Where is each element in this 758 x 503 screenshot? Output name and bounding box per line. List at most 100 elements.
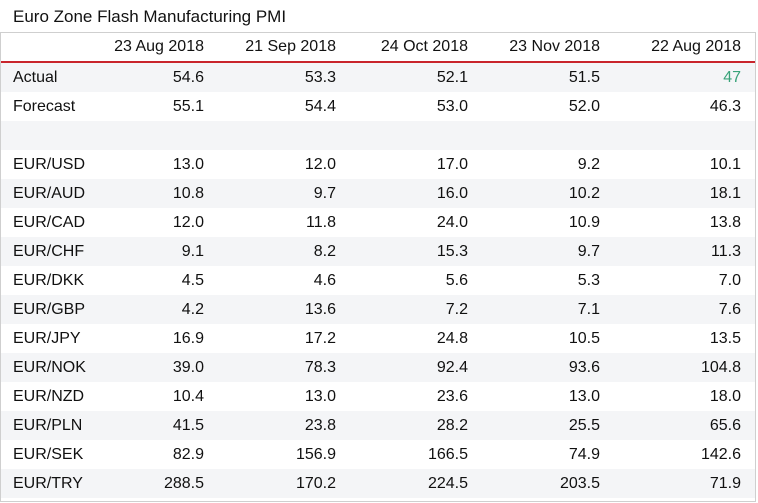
table-cell [218,121,350,150]
table-body: Actual 54.6 53.3 52.1 51.5 47 Forecast 55.1 54.4… [1,62,755,498]
table-cell: 13.0 [482,382,614,411]
spacer-row [1,121,755,150]
table-row: EUR/USD 13.0 12.0 17.0 9.2 10.1 [1,150,755,179]
table-title: Euro Zone Flash Manufacturing PMI [13,7,287,26]
table-cell [482,121,614,150]
table-cell: 52.1 [350,62,482,92]
column-header: 22 Aug 2018 [614,33,755,63]
row-label: EUR/CAD [1,208,96,237]
table-cell: 13.6 [218,295,350,324]
table-cell: 4.6 [218,266,350,295]
table-cell: 104.8 [614,353,755,382]
table-cell: 23.8 [218,411,350,440]
table-cell: 8.2 [218,237,350,266]
header-corner [1,33,96,63]
row-label [1,121,96,150]
column-header: 21 Sep 2018 [218,33,350,63]
table-row: EUR/CHF 9.1 8.2 15.3 9.7 11.3 [1,237,755,266]
pmi-table: 23 Aug 2018 21 Sep 2018 24 Oct 2018 23 N… [1,33,755,498]
table-cell: 7.0 [614,266,755,295]
table-row: Forecast 55.1 54.4 53.0 52.0 46.3 [1,92,755,121]
table-row: EUR/JPY 16.9 17.2 24.8 10.5 13.5 [1,324,755,353]
column-header: 24 Oct 2018 [350,33,482,63]
table-cell: 15.3 [350,237,482,266]
table-cell: 13.0 [218,382,350,411]
table-cell: 13.8 [614,208,755,237]
table-cell: 9.1 [96,237,218,266]
table-cell: 18.0 [614,382,755,411]
table-cell: 9.7 [482,237,614,266]
table-cell: 17.0 [350,150,482,179]
row-label: EUR/DKK [1,266,96,295]
table-cell: 10.8 [96,179,218,208]
table-cell: 13.5 [614,324,755,353]
table-cell: 12.0 [218,150,350,179]
pmi-table-container: 23 Aug 2018 21 Sep 2018 24 Oct 2018 23 N… [0,32,756,502]
table-cell: 12.0 [96,208,218,237]
table-cell: 156.9 [218,440,350,469]
table-cell: 71.9 [614,469,755,498]
table-cell: 78.3 [218,353,350,382]
table-cell: 288.5 [96,469,218,498]
table-cell: 53.0 [350,92,482,121]
table-cell: 24.0 [350,208,482,237]
table-row: EUR/TRY 288.5 170.2 224.5 203.5 71.9 [1,469,755,498]
table-row: EUR/NZD 10.4 13.0 23.6 13.0 18.0 [1,382,755,411]
row-label: EUR/JPY [1,324,96,353]
table-row: EUR/AUD 10.8 9.7 16.0 10.2 18.1 [1,179,755,208]
table-cell: 52.0 [482,92,614,121]
table-row: Actual 54.6 53.3 52.1 51.5 47 [1,62,755,92]
table-cell: 5.3 [482,266,614,295]
table-cell: 24.8 [350,324,482,353]
table-cell: 10.9 [482,208,614,237]
row-label: EUR/TRY [1,469,96,498]
table-cell: 18.1 [614,179,755,208]
table-cell: 25.5 [482,411,614,440]
table-cell: 54.4 [218,92,350,121]
table-cell [350,121,482,150]
table-cell: 82.9 [96,440,218,469]
table-cell: 9.7 [218,179,350,208]
table-cell: 23.6 [350,382,482,411]
table-cell: 170.2 [218,469,350,498]
table-cell: 47 [614,62,755,92]
table-cell: 166.5 [350,440,482,469]
table-cell: 28.2 [350,411,482,440]
row-label: EUR/USD [1,150,96,179]
table-cell: 11.8 [218,208,350,237]
table-cell: 46.3 [614,92,755,121]
table-row: EUR/DKK 4.5 4.6 5.6 5.3 7.0 [1,266,755,295]
row-label: Forecast [1,92,96,121]
table-cell: 7.6 [614,295,755,324]
table-row: EUR/CAD 12.0 11.8 24.0 10.9 13.8 [1,208,755,237]
table-cell: 224.5 [350,469,482,498]
table-cell: 16.0 [350,179,482,208]
row-label: EUR/PLN [1,411,96,440]
table-cell: 16.9 [96,324,218,353]
table-cell: 203.5 [482,469,614,498]
table-row: EUR/NOK 39.0 78.3 92.4 93.6 104.8 [1,353,755,382]
table-cell: 142.6 [614,440,755,469]
table-cell: 10.5 [482,324,614,353]
table-row: EUR/GBP 4.2 13.6 7.2 7.1 7.6 [1,295,755,324]
table-cell: 53.3 [218,62,350,92]
table-cell: 4.2 [96,295,218,324]
table-cell: 51.5 [482,62,614,92]
table-cell: 11.3 [614,237,755,266]
table-row: EUR/SEK 82.9 156.9 166.5 74.9 142.6 [1,440,755,469]
column-header: 23 Aug 2018 [96,33,218,63]
table-cell: 5.6 [350,266,482,295]
table-cell: 54.6 [96,62,218,92]
table-cell: 4.5 [96,266,218,295]
table-cell: 13.0 [96,150,218,179]
table-cell: 74.9 [482,440,614,469]
table-cell: 10.4 [96,382,218,411]
row-label: EUR/CHF [1,237,96,266]
table-cell: 17.2 [218,324,350,353]
table-cell: 9.2 [482,150,614,179]
row-label: EUR/GBP [1,295,96,324]
table-cell: 65.6 [614,411,755,440]
table-cell: 92.4 [350,353,482,382]
table-cell: 93.6 [482,353,614,382]
table-cell: 10.1 [614,150,755,179]
